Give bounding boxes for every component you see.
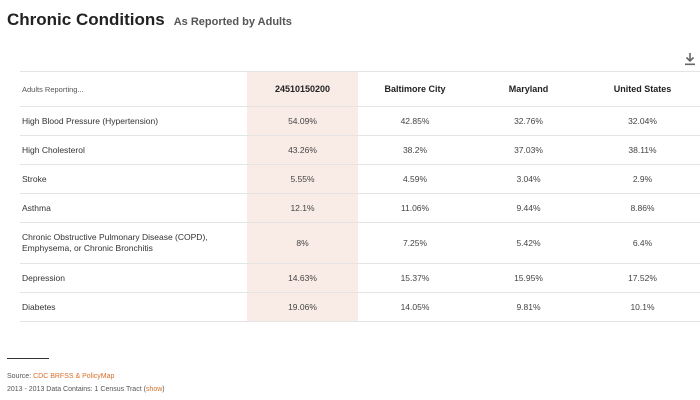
table-cell: 38.2% — [358, 135, 472, 165]
column-header-united-states: United States — [585, 71, 700, 107]
table-cell: 15.37% — [358, 263, 472, 293]
table-row: Depression 14.63% 15.37% 15.95% 17.52% — [20, 263, 700, 293]
data-note-line: 2013 - 2013 Data Contains: 1 Census Trac… — [7, 385, 165, 395]
table-cell: 54.09% — [247, 106, 358, 136]
table-cell: 2.9% — [585, 164, 700, 194]
table-cell: 5.42% — [472, 222, 585, 264]
table-cell: 9.81% — [472, 292, 585, 322]
table-cell: 8.86% — [585, 193, 700, 223]
row-label: High Cholesterol — [20, 135, 247, 165]
data-note-end: ) — [162, 386, 165, 393]
page-title: Chronic Conditions — [7, 10, 165, 29]
page-subtitle: As Reported by Adults — [173, 16, 292, 28]
table-cell: 14.63% — [247, 263, 358, 293]
table-cell: 32.04% — [585, 106, 700, 136]
row-label: High Blood Pressure (Hypertension) — [20, 106, 247, 136]
conditions-table: Adults Reporting... 24510150200 Baltimor… — [20, 71, 700, 322]
table-cell: 38.11% — [585, 135, 700, 165]
source-label: Source: — [7, 373, 32, 380]
table-cell: 9.44% — [472, 193, 585, 223]
conditions-table-container: Adults Reporting... 24510150200 Baltimor… — [20, 71, 700, 322]
data-note: 2013 - 2013 Data Contains: 1 Census Trac… — [7, 386, 146, 393]
row-label: Stroke — [20, 164, 247, 194]
row-label-line: Chronic Obstructive Pulmonary Disease (C… — [22, 232, 208, 242]
table-cell: 19.06% — [247, 292, 358, 322]
table-row: Stroke 5.55% 4.59% 3.04% 2.9% — [20, 164, 700, 194]
page-header: Chronic Conditions As Reported by Adults — [7, 10, 292, 30]
table-row: Asthma 12.1% 11.06% 9.44% 8.86% — [20, 193, 700, 223]
table-cell: 12.1% — [247, 193, 358, 223]
row-label: Diabetes — [20, 292, 247, 322]
table-cell: 7.25% — [358, 222, 472, 264]
table-cell: 6.4% — [585, 222, 700, 264]
table-cell: 14.05% — [358, 292, 472, 322]
show-link[interactable]: show — [145, 386, 163, 393]
table-cell: 8% — [247, 222, 358, 264]
table-cell: 37.03% — [472, 135, 585, 165]
table-cell: 10.1% — [585, 292, 700, 322]
table-cell: 17.52% — [585, 263, 700, 293]
table-cell: 15.95% — [472, 263, 585, 293]
table-cell: 4.59% — [358, 164, 472, 194]
table-cell: 32.76% — [472, 106, 585, 136]
source-line: Source: CDC BRFSS & PolicyMap — [7, 372, 165, 382]
table-row: Diabetes 19.06% 14.05% 9.81% 10.1% — [20, 292, 700, 322]
row-label: Depression — [20, 263, 247, 293]
footer: Source: CDC BRFSS & PolicyMap 2013 - 201… — [7, 358, 165, 398]
column-header-maryland: Maryland — [472, 71, 585, 107]
row-header-label: Adults Reporting... — [20, 71, 247, 107]
table-cell: 5.55% — [247, 164, 358, 194]
table-row: Chronic Obstructive Pulmonary Disease (C… — [20, 222, 700, 264]
column-header-tract: 24510150200 — [247, 71, 358, 107]
table-cell: 43.26% — [247, 135, 358, 165]
table-cell: 11.06% — [358, 193, 472, 223]
row-label: Asthma — [20, 193, 247, 223]
row-label: Chronic Obstructive Pulmonary Disease (C… — [20, 222, 247, 264]
table-cell: 3.04% — [472, 164, 585, 194]
table-cell: 42.85% — [358, 106, 472, 136]
download-icon[interactable] — [683, 52, 697, 66]
column-header-baltimore: Baltimore City — [358, 71, 472, 107]
source-link[interactable]: CDC BRFSS & PolicyMap — [33, 373, 115, 380]
table-row: High Blood Pressure (Hypertension) 54.09… — [20, 106, 700, 136]
table-header-row: Adults Reporting... 24510150200 Baltimor… — [20, 71, 700, 107]
row-label-line: Emphysema, or Chronic Bronchitis — [22, 243, 153, 253]
table-row: High Cholesterol 43.26% 38.2% 37.03% 38.… — [20, 135, 700, 165]
footer-divider — [7, 358, 49, 359]
